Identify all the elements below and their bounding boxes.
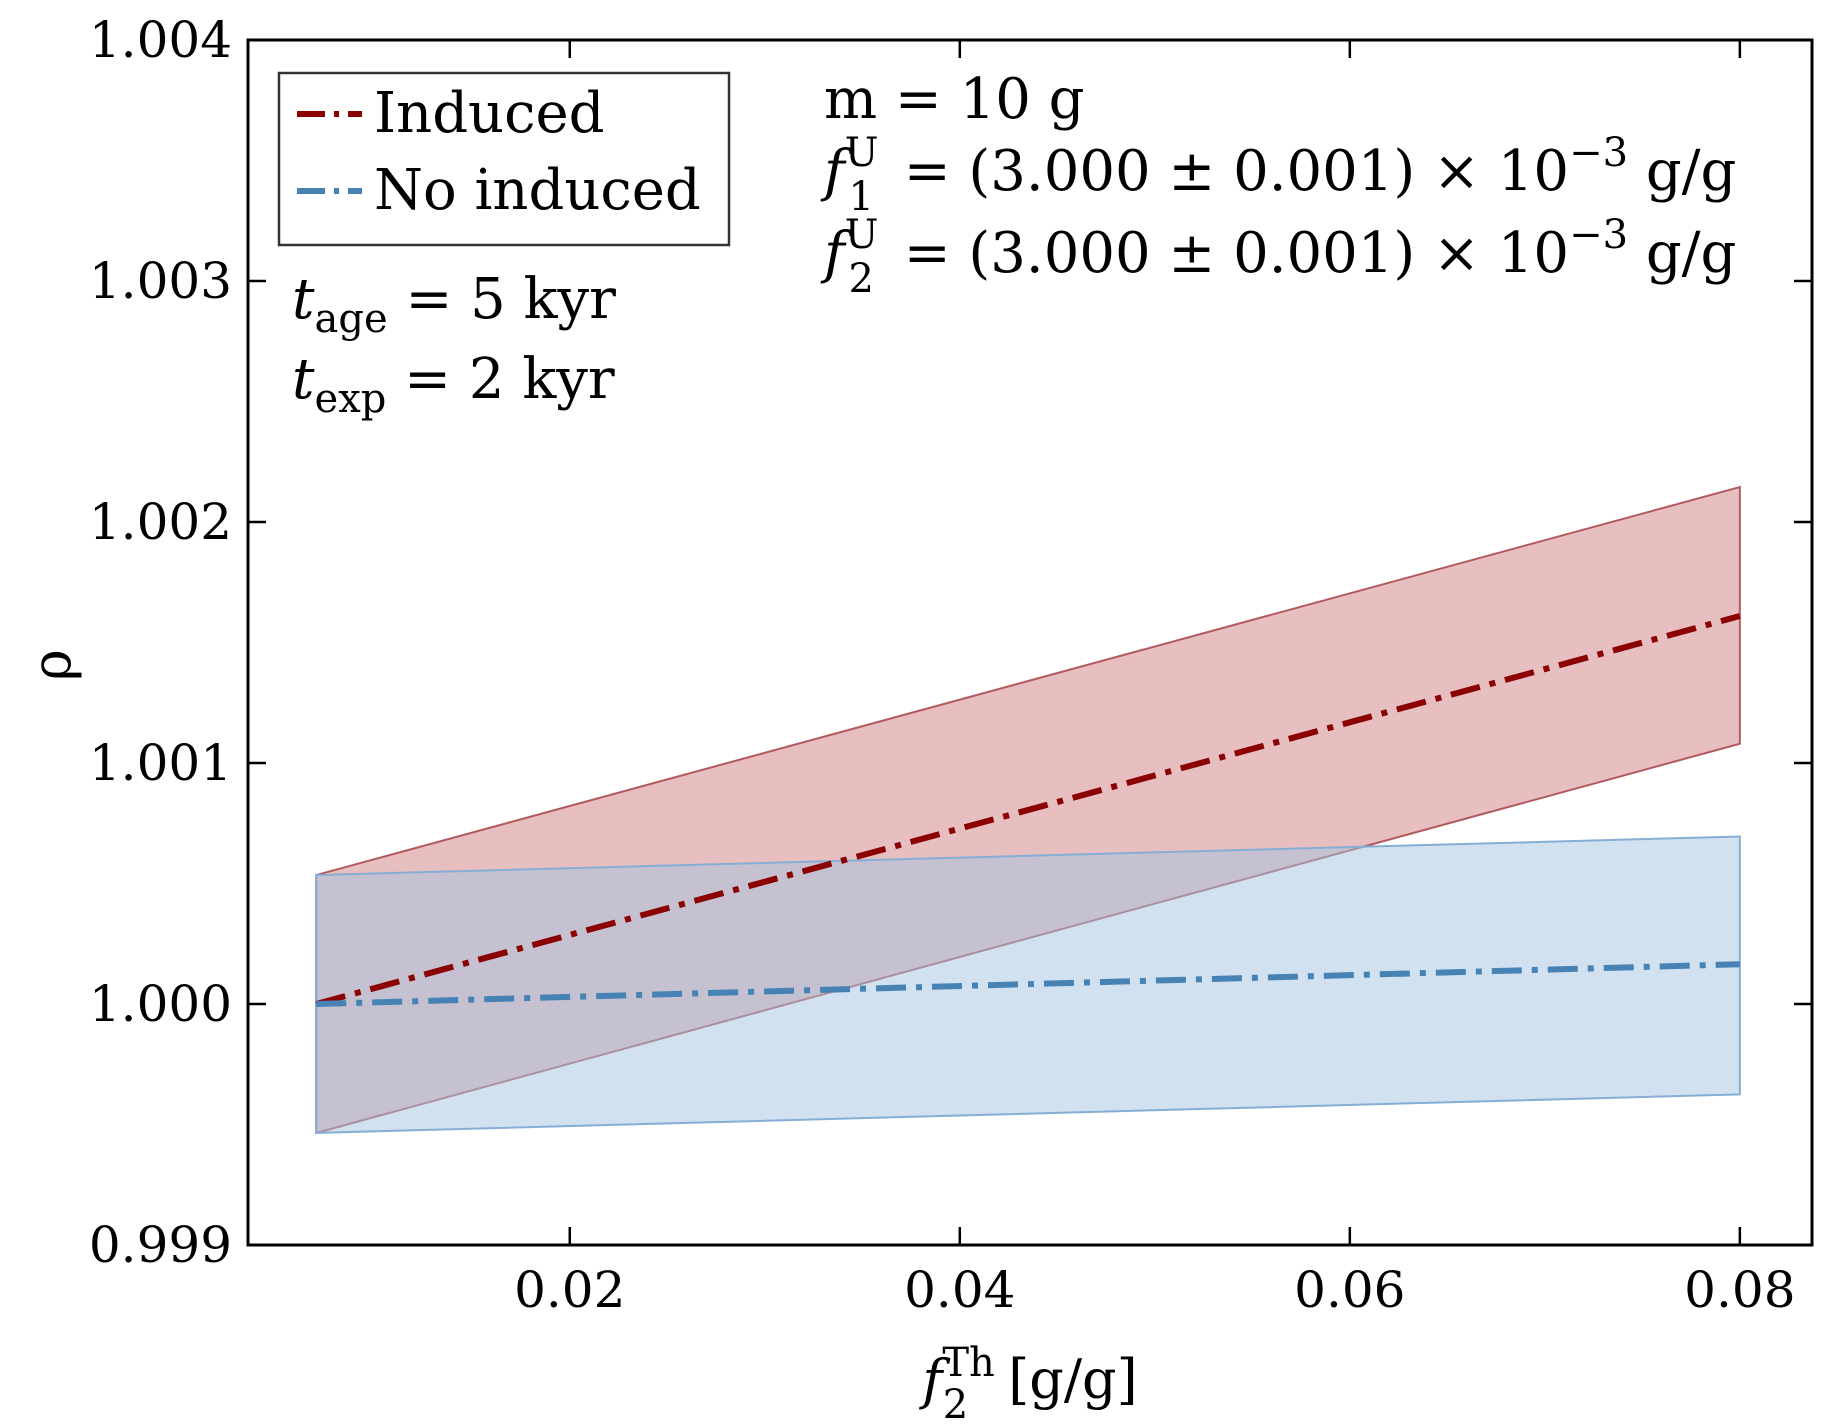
f2-u-value: = (3.000 ± 0.001) × 10 [886,221,1569,286]
t-age-sub: age [315,296,388,342]
tick-labels: 0.02 0.04 0.06 0.08 0.999 1.000 1.001 1.002 1.00… [89,11,1796,1319]
line-induced [315,613,1741,1007]
y-axis-label: ρ [20,649,83,681]
y-tick-label: 0.999 [89,1216,232,1274]
y-tick-label: 1.001 [89,734,232,792]
f2-u-sup: U [845,212,879,258]
y-tick-label: 1.004 [89,11,232,69]
f2-u-unit: g/g [1628,221,1736,286]
y-tick-label: 1.000 [89,975,232,1033]
x-label-sub: 2 [943,1382,968,1427]
y-tick-label: 1.003 [89,252,232,310]
x-label-sup: Th [942,1340,994,1386]
y-tick-label: 1.002 [89,493,232,551]
annotation-mass: m = 10 g [824,67,1085,132]
f1-u-exponent: −3 [1569,130,1628,176]
f2-u-exponent: −3 [1569,212,1628,258]
legend-label-no-induced: No induced [374,158,701,223]
annotation-f2-u: fU 2 = (3.000 ± 0.001) × 10−3 g/g [820,212,1736,302]
series-lines [315,613,1741,1007]
f1-u-sub: 1 [848,174,873,220]
f1-u-unit: g/g [1628,139,1736,204]
t-exp-base: t [292,347,315,412]
f1-u-sup: U [845,130,879,176]
legend: Induced No induced [277,71,731,247]
t-exp-value: = 2 kyr [386,347,615,412]
legend-box [277,71,731,247]
annotation-times: tage = 5 kyr texp = 2 kyr [292,267,616,422]
x-tick-label: 0.04 [904,1261,1015,1319]
line-no-induced [316,961,1740,1007]
x-axis-label: fTh 2 [g/g] [918,1340,1137,1427]
x-tick-label: 0.06 [1294,1261,1405,1319]
annotation-t-age: tage = 5 kyr [292,267,616,342]
axis-ticks [248,38,1812,1247]
t-age-base: t [292,267,315,332]
f2-u-sub: 2 [848,256,873,302]
t-age-value: = 5 kyr [388,267,617,332]
plot-frame [246,38,1814,1247]
t-exp-sub: exp [315,376,387,422]
x-label-unit: [g/g] [1008,1348,1137,1411]
x-tick-label: 0.02 [514,1261,625,1319]
annotation-parameters: m = 10 g fU 1 = (3.000 ± 0.001) × 10−3 g/… [820,67,1736,302]
x-tick-label: 0.08 [1684,1261,1795,1319]
annotation-f1-u: fU 1 = (3.000 ± 0.001) × 10−3 g/g [820,130,1736,220]
annotation-t-exp: texp = 2 kyr [292,347,615,422]
legend-label-induced: Induced [374,81,604,146]
f1-u-value: = (3.000 ± 0.001) × 10 [886,139,1569,204]
